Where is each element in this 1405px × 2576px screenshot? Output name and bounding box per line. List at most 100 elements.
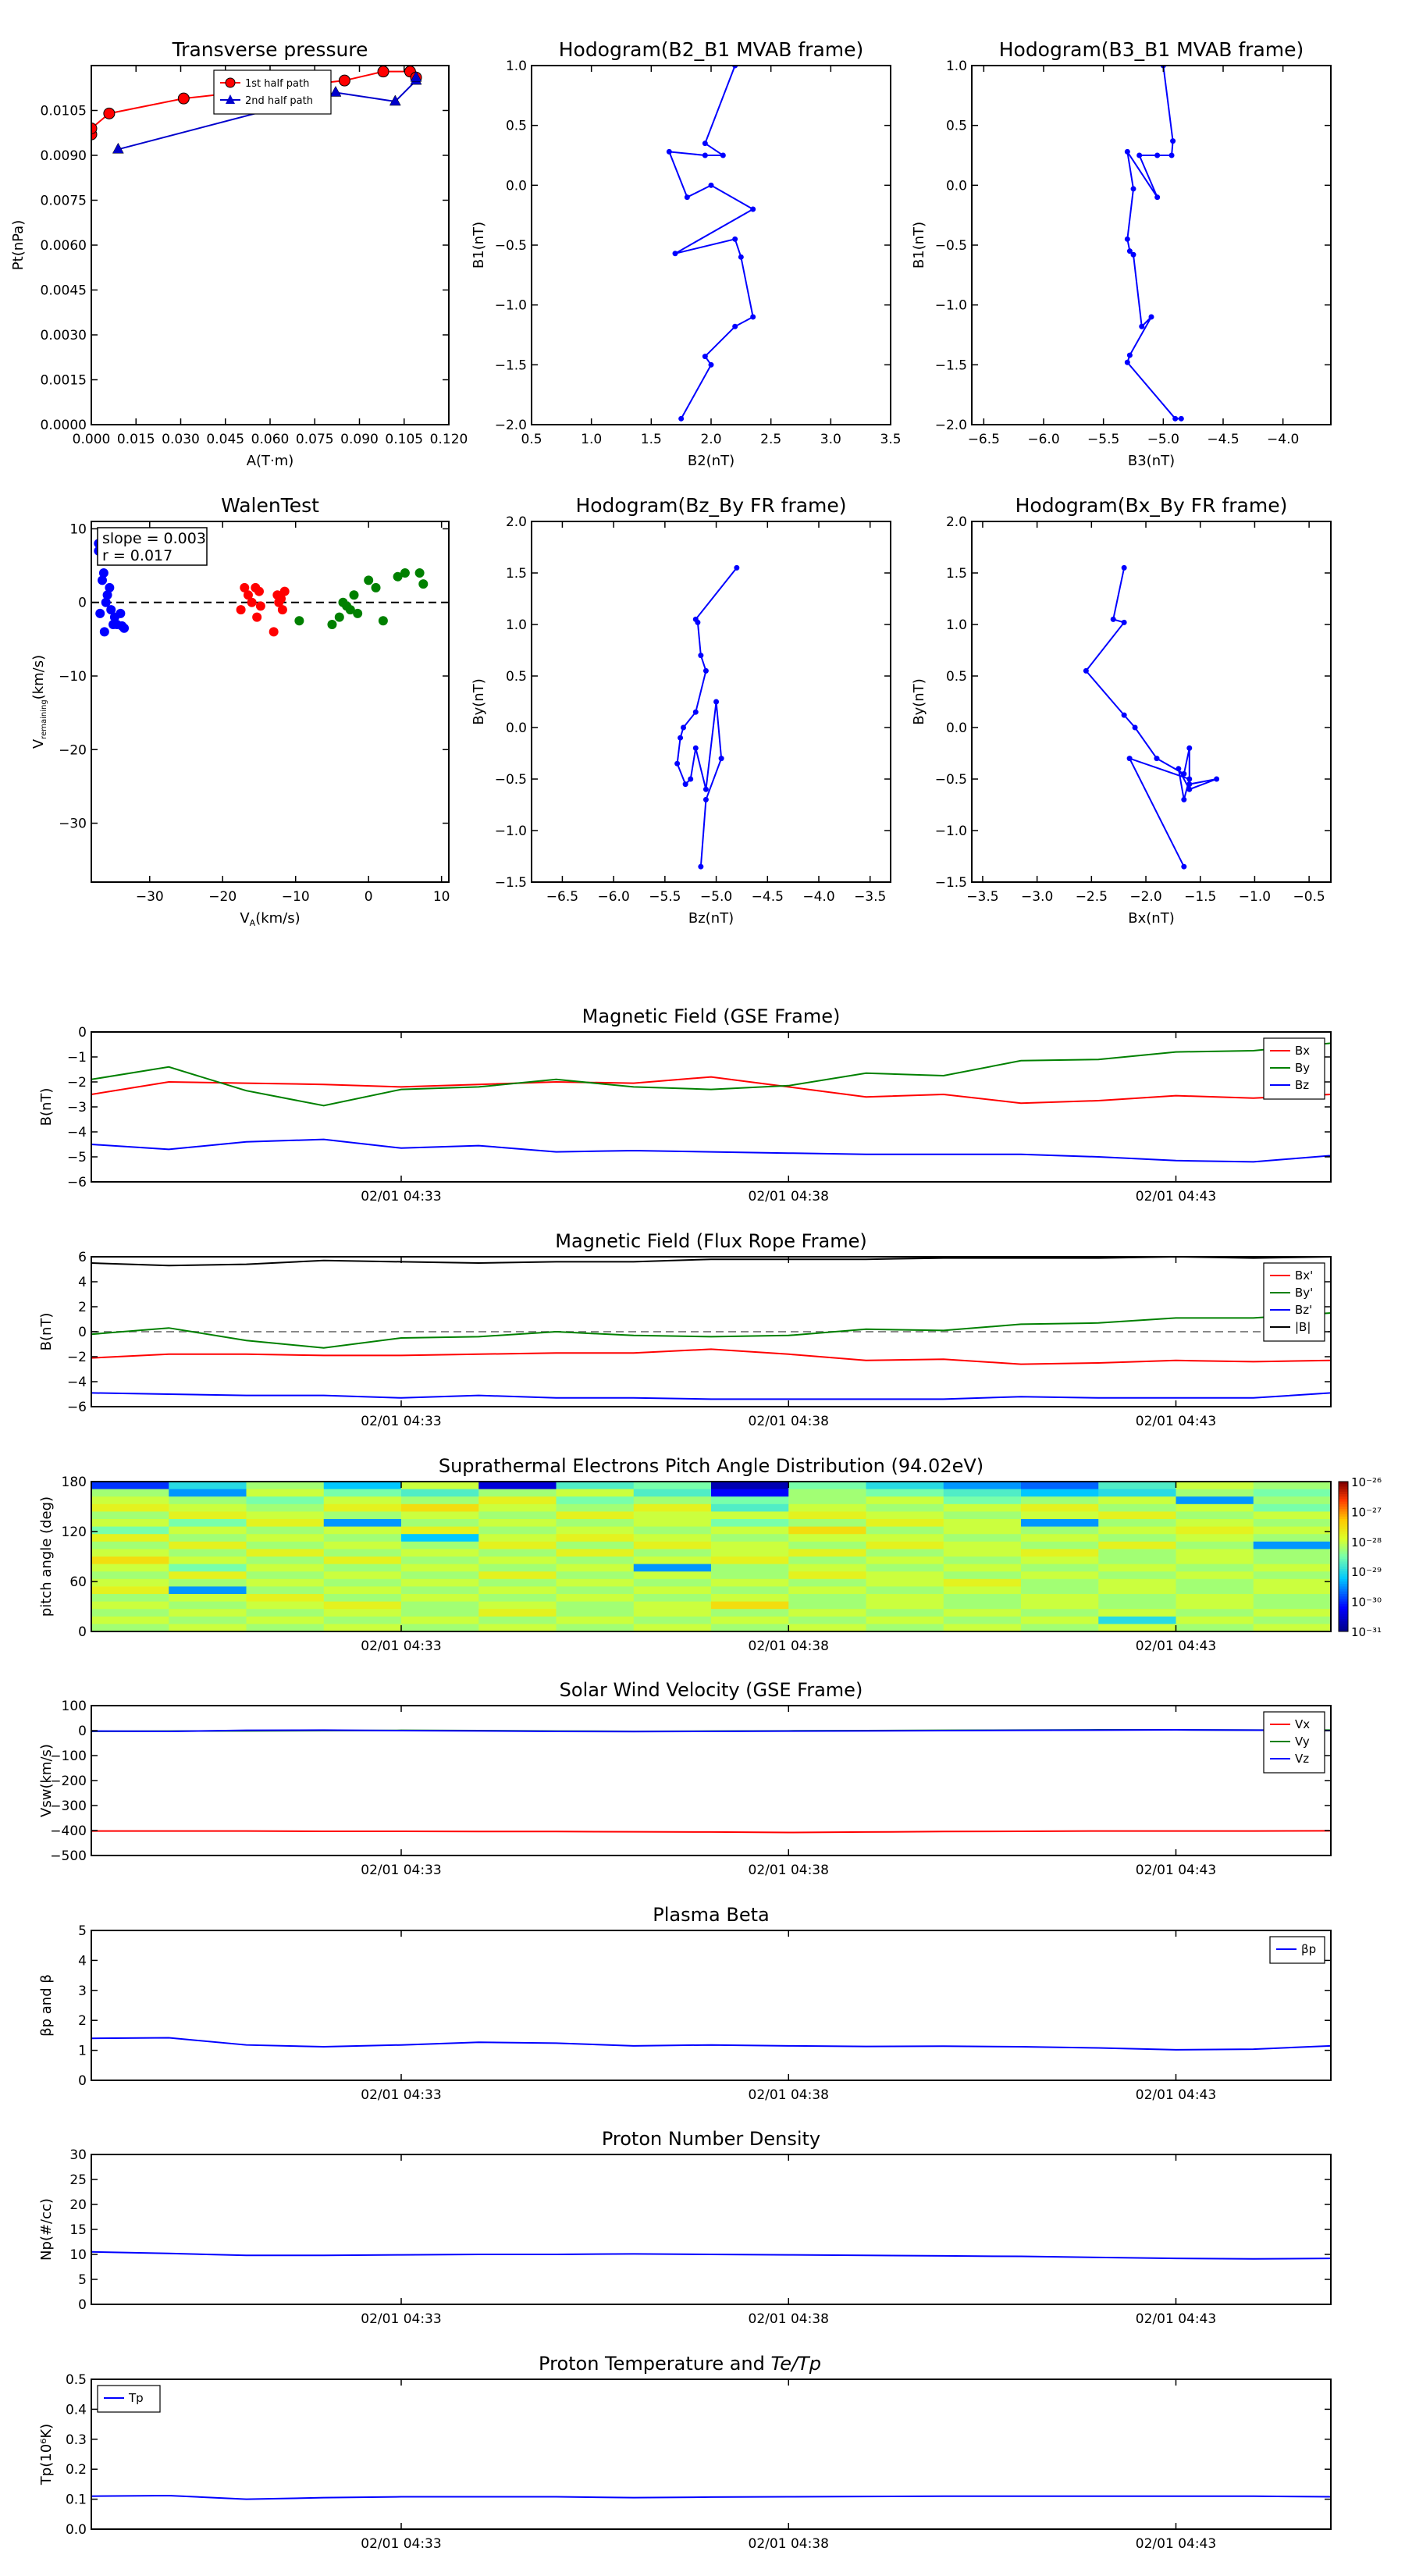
heatmap-cell xyxy=(169,1519,247,1528)
legend-label: 2nd half path xyxy=(245,95,313,107)
heatmap-cell xyxy=(478,1489,557,1497)
data-point xyxy=(1110,616,1116,622)
heatmap-cell xyxy=(478,1609,557,1617)
heatmap-cell xyxy=(401,1511,479,1520)
heatmap-cell xyxy=(1098,1594,1176,1603)
heatmap-cell xyxy=(478,1496,557,1505)
heatmap-cell xyxy=(323,1564,402,1572)
chart-title: Solar Wind Velocity (GSE Frame) xyxy=(560,1679,863,1701)
colorbar-frame xyxy=(1338,1481,1349,1632)
x-tick-label: 1.5 xyxy=(641,432,662,447)
heatmap-cell xyxy=(478,1586,557,1595)
y-tick-label: −0.5 xyxy=(495,772,527,788)
y-tick-label: 180 xyxy=(62,1475,87,1490)
heatmap-cell xyxy=(1021,1564,1099,1572)
data-point xyxy=(1130,251,1136,258)
heatmap-cell xyxy=(633,1496,712,1505)
axes-frame xyxy=(91,521,450,883)
y-tick-label: −10 xyxy=(59,669,87,685)
heatmap-cell xyxy=(633,1511,712,1520)
colorbar-cell xyxy=(1339,1599,1348,1603)
series-line xyxy=(91,1348,1331,1365)
chart-hodo3: Hodogram(Bz_By FR frame) −6.5 −6.0 −5.5 −5.0… xyxy=(471,494,891,927)
heatmap-cell xyxy=(323,1571,402,1580)
heatmap-cell xyxy=(91,1594,169,1603)
heatmap-cell xyxy=(711,1541,789,1550)
data-point xyxy=(236,605,246,615)
y-tick-label: 0 xyxy=(78,1624,87,1640)
data-point xyxy=(1121,564,1127,571)
colorbar-tick-label: 10⁻²⁹ xyxy=(1351,1565,1382,1579)
heatmap-cell xyxy=(323,1496,402,1505)
data-point xyxy=(101,597,111,607)
heatmap-cell xyxy=(1253,1578,1331,1587)
y-axis-label: By(nT) xyxy=(911,678,927,724)
data-point xyxy=(698,653,704,659)
heatmap-cell xyxy=(633,1571,712,1580)
heatmap-cell xyxy=(943,1571,1022,1580)
colorbar-cell xyxy=(1339,1549,1348,1553)
x-axis-label: Bz(nT) xyxy=(688,910,734,927)
y-tick-label: 15 xyxy=(69,2222,87,2238)
data-point xyxy=(378,616,388,626)
heatmap-cell xyxy=(91,1624,169,1631)
heatmap-cell xyxy=(943,1601,1022,1610)
x-tick-label: −6.0 xyxy=(598,889,630,905)
colorbar-cell xyxy=(1339,1603,1348,1607)
heatmap-cell xyxy=(1098,1526,1176,1535)
heatmap-cell xyxy=(246,1616,325,1624)
heatmap-cell xyxy=(1021,1557,1099,1565)
heatmap-cell xyxy=(169,1571,247,1580)
heatmap-cell xyxy=(323,1534,402,1542)
heatmap-cell xyxy=(91,1503,169,1512)
heatmap-cell xyxy=(788,1541,866,1550)
plot-area xyxy=(91,1729,1331,1834)
heatmap-cell xyxy=(788,1609,866,1617)
heatmap-cell xyxy=(478,1564,557,1572)
chart-pad: Suprathermal Electrons Pitch Angle Distr… xyxy=(38,1455,1382,1654)
heatmap-cell xyxy=(401,1586,479,1595)
heatmap-cell xyxy=(633,1482,712,1490)
heatmap-cell xyxy=(91,1557,169,1565)
heatmap-cell xyxy=(556,1609,635,1617)
data-point xyxy=(702,152,708,158)
heatmap-cell xyxy=(478,1541,557,1550)
heatmap-cell xyxy=(866,1571,944,1580)
chart-hodo4: Hodogram(Bx_By FR frame) −3.5 −3.0 −2.5 −2.0… xyxy=(911,494,1332,927)
colorbar-cell xyxy=(1339,1626,1348,1630)
heatmap-cell xyxy=(1176,1526,1254,1535)
heatmap-cell xyxy=(478,1549,557,1557)
heatmap-cell xyxy=(866,1557,944,1565)
heatmap-cell xyxy=(788,1601,866,1610)
heatmap-cell xyxy=(633,1534,712,1542)
x-tick-label: −4.5 xyxy=(1207,432,1239,447)
data-point xyxy=(277,605,287,615)
annotation-slope: slope = 0.003 xyxy=(102,530,206,547)
heatmap-cell xyxy=(788,1496,866,1505)
data-point xyxy=(692,709,699,715)
heatmap-cell xyxy=(1176,1578,1254,1587)
y-tick-label: −5 xyxy=(67,1150,87,1165)
heatmap-cell xyxy=(401,1496,479,1505)
legend-label: βp xyxy=(1301,1942,1316,1956)
data-point xyxy=(1154,756,1160,762)
heatmap-cell xyxy=(1253,1534,1331,1542)
data-point xyxy=(269,627,279,637)
heatmap-cell xyxy=(169,1503,247,1512)
heatmap-cell xyxy=(91,1519,169,1528)
heatmap-cell xyxy=(1253,1496,1331,1505)
y-axis-label: B1(nT) xyxy=(911,222,927,269)
heatmap-cell xyxy=(788,1578,866,1587)
data-point xyxy=(103,107,116,119)
data-point xyxy=(1136,152,1143,158)
heatmap-cell xyxy=(478,1519,557,1528)
heatmap-cell xyxy=(401,1609,479,1617)
series-line xyxy=(91,2037,1331,2051)
heatmap-cell xyxy=(478,1601,557,1610)
y-tick-label: −100 xyxy=(50,1749,87,1764)
heatmap-cell xyxy=(401,1489,479,1497)
data-point xyxy=(99,627,109,637)
x-tick-label: 02/01 04:43 xyxy=(1136,2536,1216,2552)
heatmap-cell xyxy=(1098,1609,1176,1617)
heatmap-cell xyxy=(633,1601,712,1610)
